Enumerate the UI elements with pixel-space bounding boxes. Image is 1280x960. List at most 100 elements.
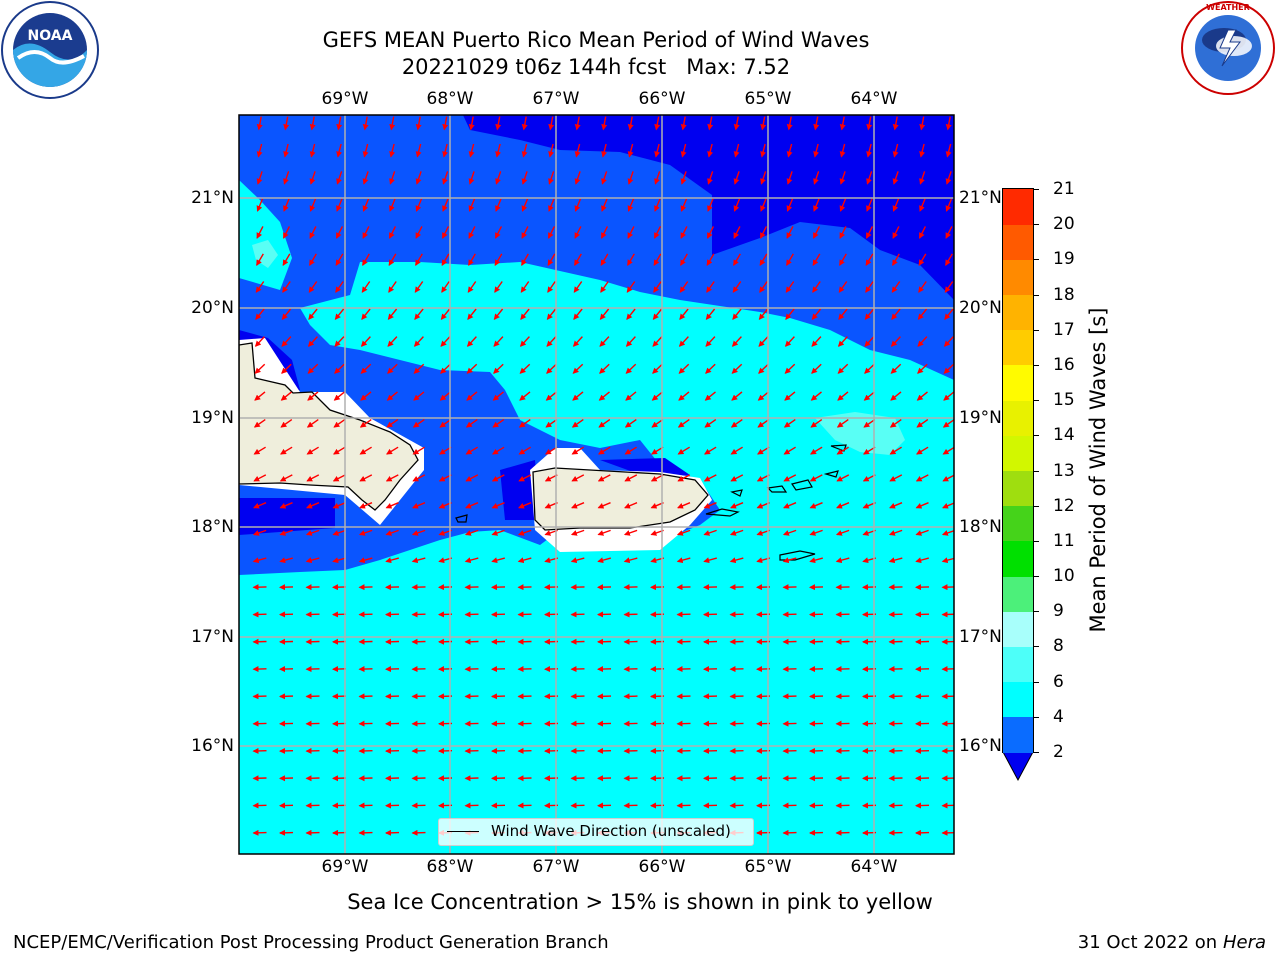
wave-direction-arrow [548, 171, 555, 185]
wave-direction-arrow [733, 253, 741, 266]
wave-direction-arrow [836, 446, 849, 455]
wave-direction-arrow [624, 502, 638, 509]
wave-direction-arrow [415, 143, 422, 158]
colorbar-tick-label: 20 [1053, 214, 1075, 235]
wave-direction-arrow [332, 557, 346, 564]
wave-direction-arrow [919, 198, 926, 212]
colorbar-segment [1003, 364, 1033, 401]
colorbar-tick-mark [1033, 646, 1039, 648]
wave-direction-arrow [732, 281, 742, 293]
wave-direction-arrow [679, 308, 689, 320]
wave-direction-arrow [785, 281, 795, 293]
colorbar-tick-mark [1033, 329, 1039, 331]
wave-direction-arrow [305, 529, 320, 536]
wave-direction-arrow [283, 116, 290, 131]
lat-tick-left: 19°N [191, 408, 234, 428]
wave-direction-arrow [836, 474, 850, 482]
wave-direction-arrow [518, 502, 532, 509]
wave-direction-arrow [892, 198, 900, 212]
wave-direction-arrow [520, 281, 530, 293]
wave-direction-arrow [441, 253, 450, 266]
wave-direction-arrow [786, 226, 794, 239]
wave-direction-arrow [465, 419, 478, 428]
wave-direction-arrow [574, 253, 582, 266]
wave-direction-arrow [782, 557, 797, 564]
wave-direction-arrow [415, 171, 422, 185]
wave-direction-arrow [283, 171, 290, 185]
colorbar-tick-mark [1033, 294, 1039, 296]
wave-direction-arrow [733, 171, 740, 185]
wave-direction-arrow [600, 226, 609, 239]
wave-direction-arrow [678, 336, 689, 347]
wave-direction-arrow [863, 446, 876, 455]
wave-direction-arrow [412, 419, 425, 428]
wave-direction-arrow [548, 198, 555, 212]
wave-direction-arrow [705, 308, 716, 320]
wave-direction-arrow [676, 557, 691, 564]
wave-direction-arrow [336, 116, 343, 131]
wave-direction-arrow [415, 226, 423, 239]
wave-direction-arrow [385, 502, 399, 509]
wave-direction-arrow [279, 474, 293, 482]
colorbar-under-triangle [1002, 751, 1034, 782]
wave-direction-arrow [866, 171, 873, 185]
wave-direction-arrow [468, 253, 476, 266]
wave-direction-arrow [545, 419, 558, 428]
wave-direction-arrow [573, 281, 583, 293]
wave-direction-arrow [812, 253, 821, 266]
wave-direction-arrow [760, 198, 767, 212]
lat-tick-right: 17°N [959, 627, 1002, 647]
wave-direction-arrow [707, 116, 714, 131]
wave-direction-arrow [359, 419, 372, 428]
wave-direction-arrow [521, 143, 528, 158]
wave-direction-arrow [332, 474, 346, 482]
wave-direction-arrow [255, 281, 265, 293]
wave-direction-arrow [494, 226, 503, 239]
wave-direction-arrow [546, 363, 557, 374]
wave-direction-arrow [362, 143, 369, 158]
wave-direction-arrow [412, 474, 426, 482]
wave-direction-arrow [836, 419, 849, 428]
wave-direction-arrow [415, 253, 423, 266]
wave-direction-arrow [388, 253, 397, 266]
wave-direction-arrow [466, 391, 478, 401]
wave-direction-arrow [601, 116, 608, 131]
wave-direction-arrow [942, 419, 954, 428]
wave-direction-arrow [624, 419, 637, 428]
puertorico-land [532, 467, 709, 531]
wave-direction-arrow [784, 363, 796, 374]
wave-direction-arrow [518, 419, 531, 428]
wave-direction-arrow [784, 391, 796, 401]
colorbar-segment [1003, 681, 1033, 718]
wave-direction-arrow [388, 226, 397, 239]
wave-direction-arrow [839, 253, 847, 266]
wave-direction-arrow [945, 226, 953, 239]
wave-direction-arrow [941, 557, 954, 564]
wave-direction-arrow [335, 253, 344, 266]
st-john [791, 479, 813, 491]
wave-direction-arrow [306, 474, 320, 482]
wave-direction-arrow [334, 308, 345, 320]
vieques [705, 508, 740, 517]
wave-direction-arrow [653, 253, 662, 266]
lon-tick-top: 66°W [638, 89, 686, 109]
wave-direction-arrow [254, 363, 266, 374]
wave-direction-arrow [837, 391, 849, 401]
wave-direction-arrow [493, 308, 504, 320]
band-4-6-nw [239, 180, 292, 290]
wave-direction-arrow [809, 502, 823, 509]
wave-direction-arrow [813, 143, 820, 158]
lon-tick-top: 65°W [744, 89, 792, 109]
wave-direction-arrow [571, 419, 584, 428]
wave-direction-arrow [942, 502, 954, 509]
wave-direction-arrow [521, 226, 529, 239]
lon-tick-bottom: 65°W [744, 857, 792, 877]
wave-direction-arrow [678, 363, 690, 374]
lat-tick-left: 18°N [191, 517, 234, 537]
wave-direction-arrow [336, 143, 343, 158]
colorbar-tick-mark [1033, 576, 1039, 578]
wave-direction-arrow [492, 419, 505, 428]
wave-direction-arrow [465, 474, 479, 482]
wave-direction-arrow [812, 226, 821, 239]
wave-direction-arrow [757, 446, 770, 455]
